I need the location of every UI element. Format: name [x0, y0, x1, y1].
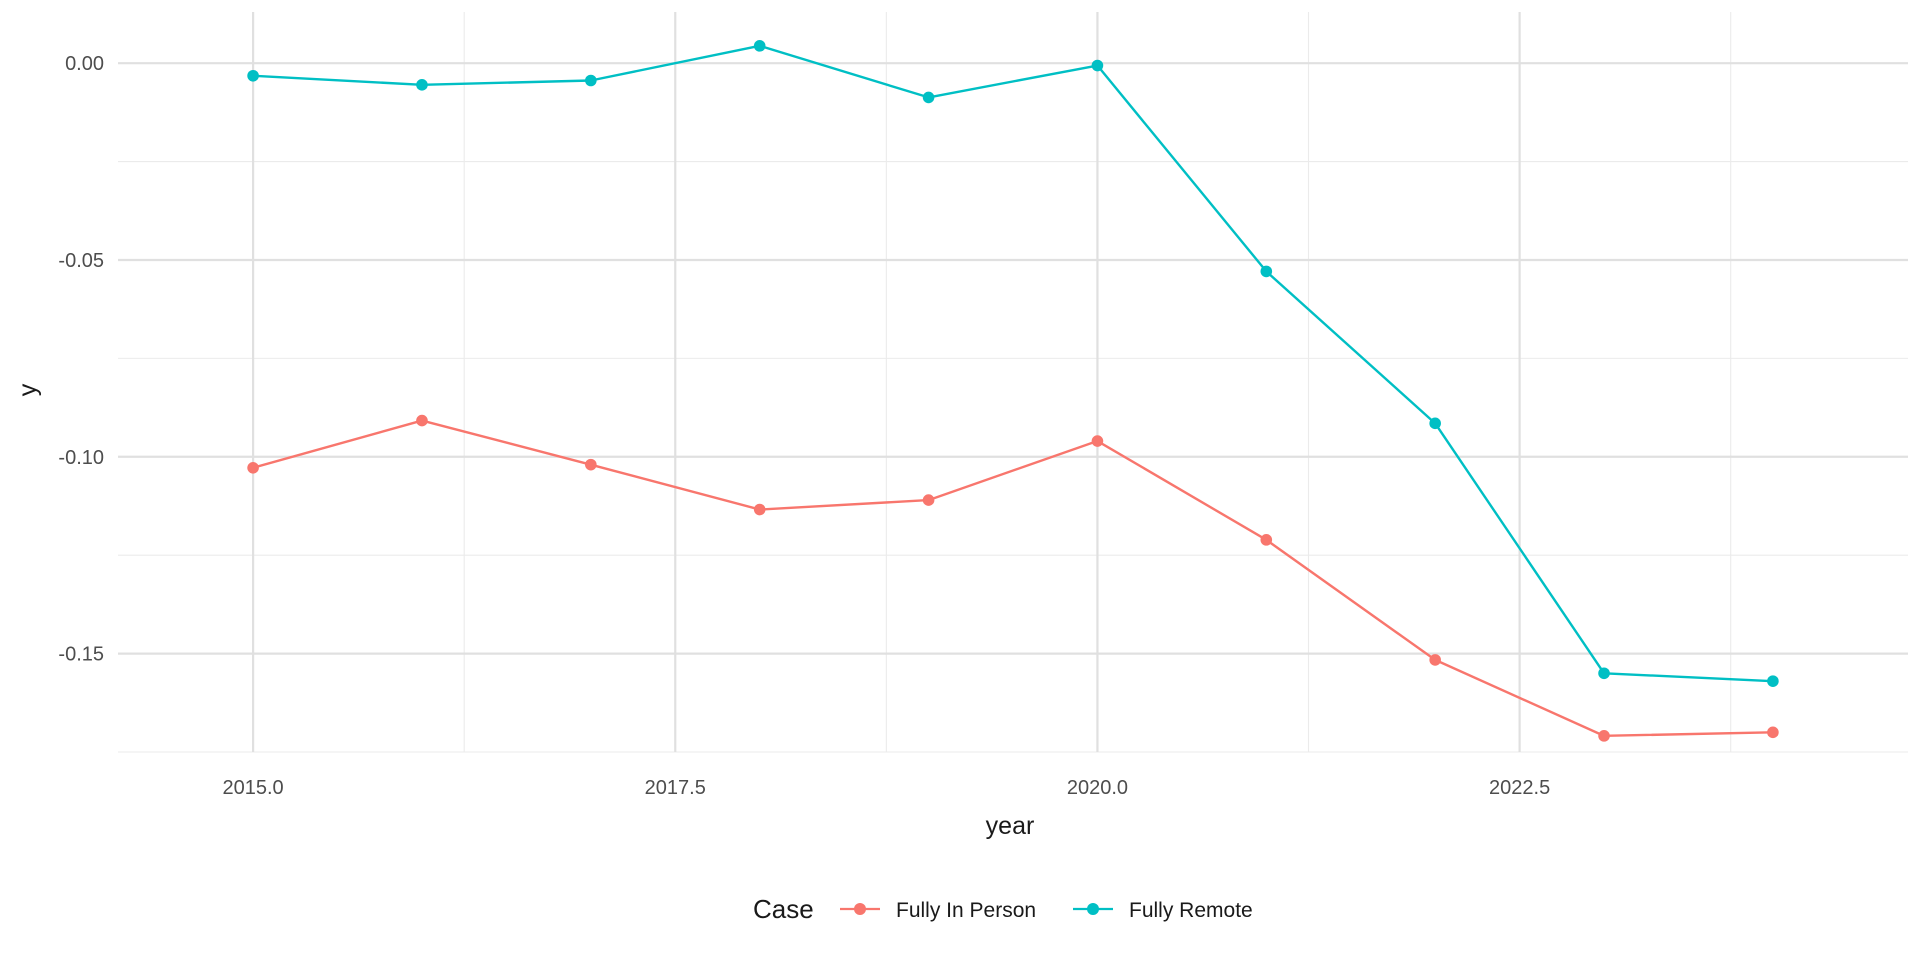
data-point: [922, 91, 935, 104]
x-tick-label: 2020.0: [1067, 777, 1128, 799]
series-fully-in-person: [247, 414, 1779, 742]
data-point: [416, 79, 428, 91]
series-line-fully-in-person: [252, 419, 1773, 738]
legend-label-fully-in-person: Fully In Person: [896, 899, 1036, 922]
data-point: [416, 414, 428, 427]
data-point: [1598, 730, 1610, 742]
data-point: [1429, 654, 1441, 666]
data-point: [1091, 59, 1104, 72]
legend: Case Fully In Person Fully Remote: [753, 894, 1253, 924]
x-axis-tick-labels: 2015.0 2017.5 2020.0 2022.5: [223, 777, 1551, 799]
data-point: [247, 462, 259, 474]
data-point: [1260, 265, 1273, 278]
data-point: [585, 74, 597, 87]
data-point: [753, 503, 766, 516]
y-axis-tick-labels: 0.00 -0.05 -0.10 -0.15: [58, 53, 104, 665]
y-tick-label: 0.00: [65, 53, 104, 75]
y-tick-label: -0.15: [58, 644, 104, 666]
data-point: [1767, 675, 1779, 687]
data-point: [247, 69, 259, 82]
legend-label-fully-remote: Fully Remote: [1129, 899, 1253, 922]
data-point: [922, 494, 935, 506]
data-point: [1767, 726, 1779, 739]
data-point: [1598, 667, 1610, 680]
legend-key-fully-remote: [1073, 903, 1113, 915]
legend-key-fully-in-person: [840, 903, 880, 915]
data-point: [1091, 435, 1104, 447]
data-point: [585, 458, 597, 471]
data-point: [1429, 417, 1441, 430]
y-tick-label: -0.05: [58, 250, 104, 272]
y-tick-label: -0.10: [58, 447, 104, 469]
data-point: [753, 40, 766, 52]
x-tick-label: 2017.5: [645, 777, 706, 799]
series-line-fully-remote: [253, 44, 1773, 683]
series-lines: [247, 40, 1779, 742]
y-axis-title: y: [14, 383, 42, 396]
data-point: [1260, 534, 1273, 546]
legend-title: Case: [753, 894, 814, 924]
x-tick-label: 2022.5: [1489, 777, 1550, 799]
series-fully-remote: [247, 40, 1779, 687]
x-axis-title: year: [986, 812, 1035, 840]
grid-lines: [118, 12, 1908, 753]
x-tick-label: 2015.0: [223, 777, 284, 799]
